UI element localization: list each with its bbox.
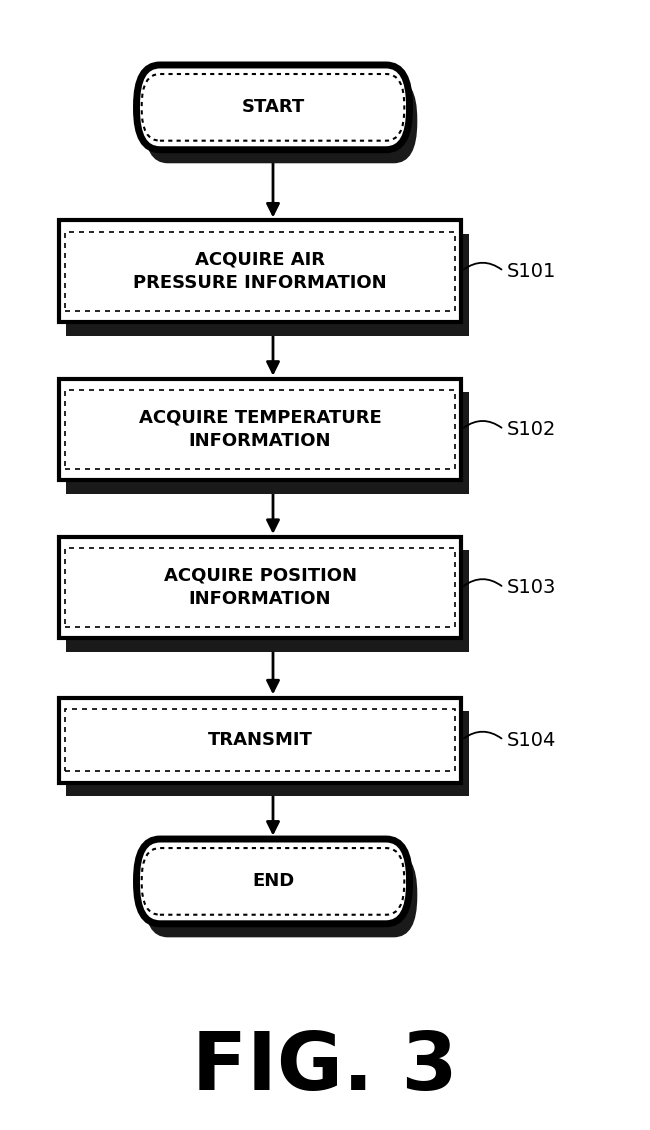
Text: FIG. 3: FIG. 3 xyxy=(192,1028,458,1107)
Text: ACQUIRE AIR
PRESSURE INFORMATION: ACQUIRE AIR PRESSURE INFORMATION xyxy=(133,251,387,292)
Text: S104: S104 xyxy=(507,731,556,749)
FancyBboxPatch shape xyxy=(136,64,410,149)
FancyBboxPatch shape xyxy=(144,852,417,938)
Bar xyxy=(58,537,462,638)
Bar xyxy=(65,232,455,311)
Text: ACQUIRE TEMPERATURE
INFORMATION: ACQUIRE TEMPERATURE INFORMATION xyxy=(138,409,382,450)
FancyBboxPatch shape xyxy=(144,79,417,163)
Text: S102: S102 xyxy=(507,420,556,438)
Bar xyxy=(58,697,462,782)
Bar xyxy=(58,220,462,322)
Text: S101: S101 xyxy=(507,262,556,280)
Text: END: END xyxy=(252,872,294,890)
Text: ACQUIRE POSITION
INFORMATION: ACQUIRE POSITION INFORMATION xyxy=(164,567,356,608)
Bar xyxy=(66,234,469,336)
Bar xyxy=(66,550,469,652)
Bar xyxy=(65,548,455,627)
Text: TRANSMIT: TRANSMIT xyxy=(207,731,313,749)
FancyBboxPatch shape xyxy=(136,838,410,924)
Bar xyxy=(66,392,469,494)
Bar xyxy=(58,379,462,480)
Bar xyxy=(65,390,455,469)
Bar xyxy=(66,712,469,796)
Bar xyxy=(65,710,455,772)
Text: START: START xyxy=(241,98,305,116)
Text: S103: S103 xyxy=(507,579,556,597)
